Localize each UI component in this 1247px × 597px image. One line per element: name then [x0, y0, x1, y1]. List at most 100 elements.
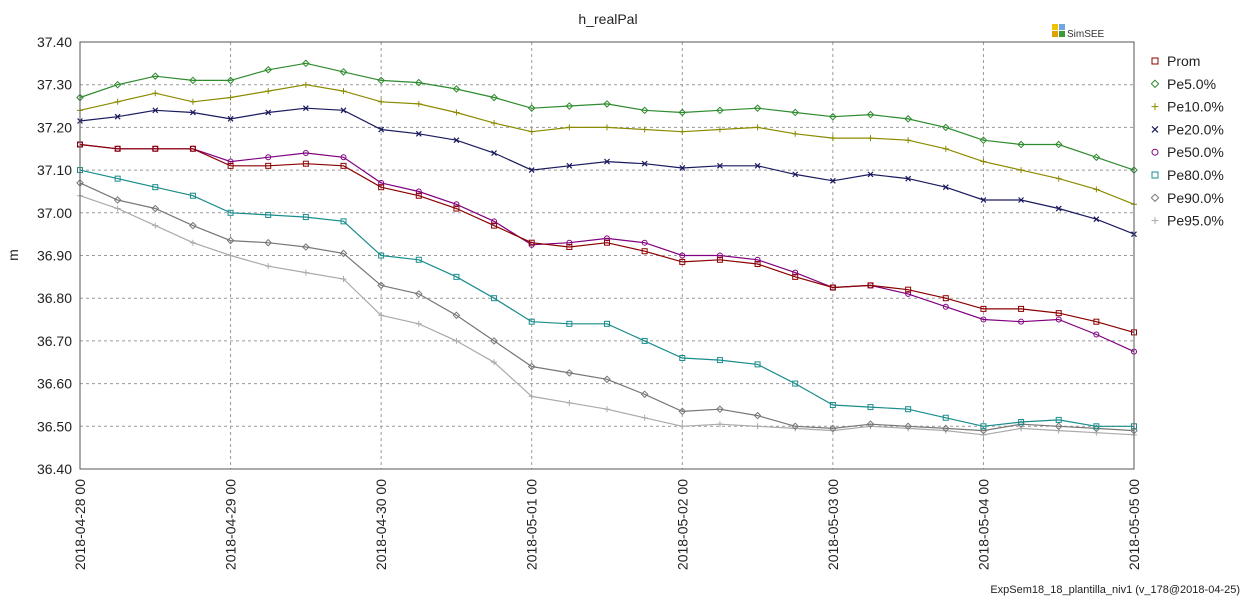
x-tick-label: 2018-04-30 00 [373, 479, 389, 570]
data-point [641, 337, 648, 344]
simsee-logo: SimSEE [1052, 24, 1105, 40]
data-point [604, 235, 610, 242]
series-line [79, 195, 1135, 436]
data-point [565, 102, 574, 110]
data-point [980, 158, 987, 165]
legend-label: Pe5.0% [1167, 76, 1216, 92]
data-point [415, 188, 422, 195]
data-point [189, 239, 196, 246]
data-point [754, 423, 761, 430]
data-point [378, 126, 385, 133]
data-point [792, 130, 799, 137]
data-point [753, 411, 762, 420]
data-point [1055, 316, 1062, 323]
x-tick-label: 2018-05-03 00 [825, 479, 841, 570]
data-point [415, 256, 422, 263]
data-point [227, 209, 234, 216]
data-point [1151, 148, 1159, 156]
legend-label: Pe90.0% [1167, 190, 1224, 206]
y-tick-label: 37.40 [37, 34, 72, 50]
data-point [829, 177, 836, 184]
data-point [528, 167, 535, 174]
data-point [905, 290, 912, 297]
data-point [942, 145, 949, 152]
legend-label: Pe95.0% [1167, 213, 1224, 229]
data-point [377, 76, 385, 85]
data-point [716, 405, 724, 414]
x-tick-label: 2018-05-05 00 [1126, 479, 1142, 570]
data-point [717, 162, 723, 169]
series-pe10-0- [77, 81, 1137, 208]
data-point [1055, 205, 1062, 212]
data-point [679, 258, 686, 265]
data-point [941, 424, 950, 433]
data-point [226, 76, 235, 85]
data-point [414, 78, 423, 87]
data-point [566, 243, 573, 250]
legend-item: Pe80.0% [1151, 167, 1224, 183]
data-point [415, 100, 422, 107]
data-point [1093, 429, 1100, 436]
plot-frame [79, 41, 1135, 470]
data-point [1093, 216, 1100, 223]
data-point [189, 98, 196, 105]
data-point [528, 393, 535, 400]
series-pe90-0- [76, 179, 1138, 435]
data-point [641, 126, 648, 133]
data-point [302, 105, 309, 112]
axes: 37.40 37.30 37.20 37.10 37.00 36.90 36.80 36.70… [37, 34, 1142, 570]
data-point [227, 252, 234, 259]
data-point [603, 100, 611, 108]
series-prom [77, 141, 1137, 336]
data-point [679, 354, 686, 361]
data-point [791, 422, 800, 431]
data-point [867, 171, 874, 178]
data-point [866, 420, 875, 428]
data-point [113, 80, 122, 89]
y-tick-label: 36.40 [37, 461, 72, 477]
data-point [152, 222, 159, 229]
data-point [378, 184, 385, 191]
legend-item: Pe90.0% [1150, 190, 1224, 206]
logo-square-green [1059, 31, 1065, 37]
data-point [716, 106, 724, 115]
data-point [302, 81, 309, 88]
data-point [339, 249, 348, 258]
data-point [905, 137, 912, 144]
data-point [980, 431, 987, 438]
data-point [1055, 175, 1062, 182]
data-point [640, 390, 649, 399]
data-point [377, 281, 385, 290]
data-point [792, 171, 799, 178]
data-point [151, 204, 160, 213]
data-point [1150, 193, 1160, 203]
data-point [641, 239, 648, 246]
data-point [979, 136, 988, 145]
data-point [265, 154, 272, 161]
series-pe95-0- [77, 192, 1137, 438]
x-tick-label: 2018-05-01 00 [524, 479, 540, 570]
data-point [264, 238, 273, 247]
data-point [754, 256, 761, 263]
data-point [980, 305, 987, 312]
data-point [1054, 422, 1063, 431]
data-point [378, 312, 385, 319]
data-point [340, 218, 347, 225]
data-point [792, 269, 799, 276]
data-point [152, 145, 159, 152]
data-point [302, 243, 310, 251]
data-point [905, 175, 912, 182]
data-point [378, 252, 385, 259]
data-point [491, 222, 498, 229]
data-point [1018, 425, 1025, 432]
data-point [566, 239, 573, 246]
data-point [1093, 423, 1100, 430]
grid [80, 42, 1134, 469]
data-point [792, 273, 799, 280]
y-tick-label: 37.20 [37, 119, 72, 135]
data-point [980, 197, 987, 203]
data-point [340, 107, 347, 114]
data-point [604, 320, 610, 327]
data-point [528, 318, 535, 325]
